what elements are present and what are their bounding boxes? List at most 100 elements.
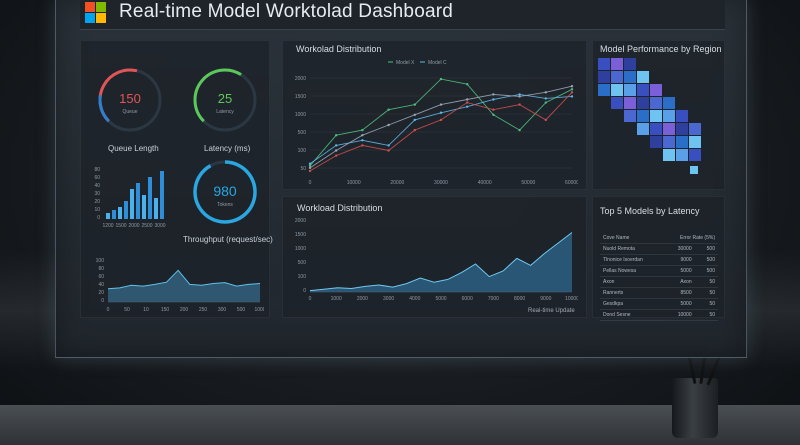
heatmap-cell [611, 71, 623, 83]
title-bar [80, 0, 725, 30]
heatmap-cell [650, 110, 662, 122]
area2-y-tick: 0 [303, 288, 306, 294]
series-point [492, 113, 495, 116]
bar [154, 198, 158, 219]
table-row: Nuold Remota 30000 500 [600, 243, 718, 255]
bar-y-tick: 30 [94, 191, 100, 197]
line-x-tick: 50000 [521, 180, 535, 186]
value-cell: 10000 [662, 309, 695, 321]
line-y-tick: 1500 [295, 94, 306, 100]
series-point [544, 91, 547, 94]
series-point [387, 123, 390, 127]
heatmap-cell [637, 71, 649, 83]
latency-gauge-sublabel: Latency [216, 109, 234, 115]
series-point [387, 108, 390, 111]
series-point [413, 128, 416, 132]
line-y-tick: 100 [298, 148, 307, 154]
area2-y-tick: 2000 [295, 218, 306, 224]
heatmap-cell [689, 136, 701, 148]
area-y-tick: 20 [98, 290, 104, 296]
area-x-tick: 500 [237, 307, 246, 313]
area-x-tick: 10 [143, 307, 149, 313]
throughput-gauge-value: 980 [213, 183, 237, 199]
model-name-cell: Tlnonice Isoerdan [600, 254, 663, 266]
series-point [492, 93, 495, 96]
series-point [570, 91, 574, 94]
queue-gauge-sublabel: Queue [122, 109, 137, 115]
heatmap-cell [624, 84, 636, 96]
area2-x-tick: 8000 [514, 296, 525, 302]
value-cell: 50 [694, 276, 718, 288]
bar [136, 183, 140, 219]
value-cell: 500 [694, 243, 718, 255]
line-x-tick: 20000 [390, 180, 404, 186]
heatmap-cell [690, 166, 698, 174]
heatmap-cell [598, 71, 610, 83]
area-y-tick: 80 [98, 266, 104, 272]
model-name-cell: Rannerts [600, 287, 663, 299]
area2-x-tick: 2000 [357, 296, 368, 302]
area-x-tick: 200 [180, 307, 189, 313]
series-point [335, 149, 338, 152]
bar-y-tick: 60 [94, 175, 100, 181]
heatmap-cell [598, 84, 610, 96]
series-point [544, 101, 547, 104]
bar [124, 201, 128, 219]
area2-x-tick: 5000 [435, 296, 446, 302]
bottom-chart-section [282, 196, 587, 318]
workload-area-line [309, 232, 573, 292]
table-row: Gesdkpa 5000 50 [600, 298, 718, 310]
pen-holder [672, 378, 718, 438]
area-fill [108, 270, 260, 302]
heatmap-cell [663, 123, 675, 135]
desk-surface [0, 405, 800, 445]
heatmap-title: Model Performance by Region [600, 44, 722, 54]
series-point [439, 118, 443, 122]
model-name-cell: Dond Sesne [600, 309, 663, 321]
heatmap-cell [676, 136, 688, 148]
heatmap-cell [689, 149, 701, 161]
area-y-tick: 60 [98, 274, 104, 280]
bar [160, 171, 164, 219]
series-point [518, 103, 521, 106]
value-cell: 30000 [662, 243, 695, 255]
series-point [466, 98, 469, 101]
model-name-cell: Nuold Remota [600, 243, 663, 255]
left-column [80, 40, 270, 318]
heatmap-cell [624, 58, 636, 70]
series-point [335, 134, 338, 137]
heatmap-cell [611, 58, 623, 70]
heatmap-cell [611, 97, 623, 109]
value-cell: 500 [694, 265, 718, 277]
bar [142, 195, 146, 219]
heatmap-cell [598, 58, 610, 70]
area2-y-tick: 1500 [295, 232, 306, 238]
bar [148, 177, 152, 219]
table-row: Tlnonice Isoerdan 9000 500 [600, 254, 718, 266]
series-point [387, 144, 390, 147]
line-x-tick: 30000 [434, 180, 448, 186]
table-header-name: Cove Name [600, 233, 663, 244]
area-x-tick: 0 [107, 307, 110, 313]
area-y-tick: 0 [101, 298, 104, 304]
area2-x-tick: 0 [309, 296, 312, 302]
heatmap-cell [676, 110, 688, 122]
workload-area-fill [310, 232, 572, 292]
workload-line-chart: 2000 1500 1000 500 100 50 Model X Model C 0 10000… [295, 60, 578, 186]
heatmap-cell [624, 97, 636, 109]
heatmap-cell [637, 110, 649, 122]
series-point [413, 103, 416, 106]
series-point [570, 95, 574, 98]
series-point [492, 98, 495, 101]
series-point [570, 85, 574, 88]
series-point [361, 139, 364, 142]
heatmap-cell [637, 84, 649, 96]
heatmap-cell [624, 110, 636, 122]
latency-table-title: Top 5 Models by Latency [600, 206, 700, 216]
area-y-tick: 100 [96, 258, 105, 264]
latency-gauge-value: 25 [218, 91, 232, 106]
value-cell: 50 [694, 298, 718, 310]
heatmap-cell [663, 149, 675, 161]
line-y-tick: 50 [300, 166, 306, 172]
bar-y-tick: 40 [94, 183, 100, 189]
